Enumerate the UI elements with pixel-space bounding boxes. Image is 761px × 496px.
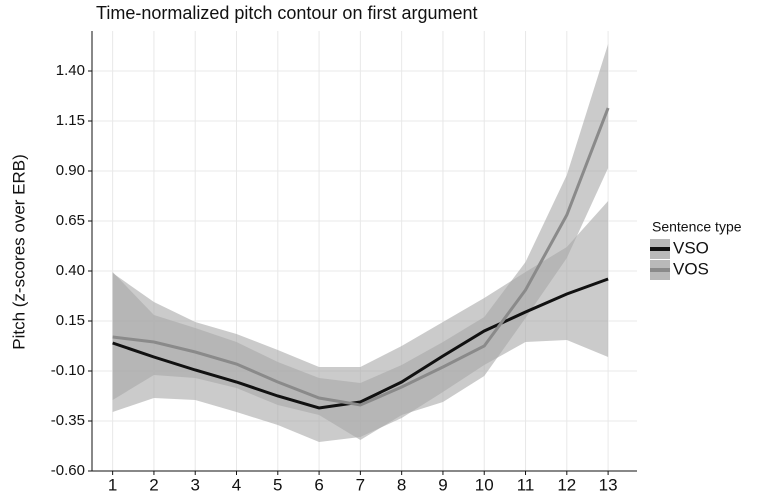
y-tick-label: 1.40 (56, 62, 85, 79)
chart-title: Time-normalized pitch contour on first a… (96, 3, 478, 23)
x-tick-label: 7 (356, 475, 365, 494)
y-tick-label: 0.15 (56, 312, 85, 329)
y-tick-label: -0.60 (51, 462, 85, 479)
x-tick-label: 3 (190, 475, 199, 494)
series-line (112, 277, 609, 410)
x-tick-label: 10 (475, 475, 494, 494)
legend-title: Sentence type (652, 219, 742, 235)
x-tick-label: 1 (108, 475, 117, 494)
x-tick-label: 12 (557, 475, 576, 494)
y-tick-label: 0.90 (56, 162, 85, 179)
x-tick-label: 8 (397, 475, 406, 494)
x-tick-label: 4 (232, 475, 241, 494)
x-tick-label: 6 (314, 475, 323, 494)
x-tick-label: 5 (273, 475, 282, 494)
confidence-band (112, 44, 609, 440)
y-tick-label: -0.10 (51, 362, 85, 379)
y-tick-label: 0.40 (56, 262, 85, 279)
x-tick-label: 9 (438, 475, 447, 494)
y-axis-label: Pitch (z-scores over ERB) (9, 154, 28, 350)
x-tick-label: 2 (149, 475, 158, 494)
series-line (112, 107, 610, 407)
legend-label: VSO (673, 238, 709, 257)
y-tick-label: -0.35 (51, 412, 85, 429)
x-tick-label: 13 (599, 475, 618, 494)
x-tick-label: 11 (517, 475, 535, 494)
y-tick-label: 1.15 (56, 112, 85, 129)
y-tick-label: 0.65 (56, 212, 85, 229)
legend-label: VOS (673, 259, 709, 278)
